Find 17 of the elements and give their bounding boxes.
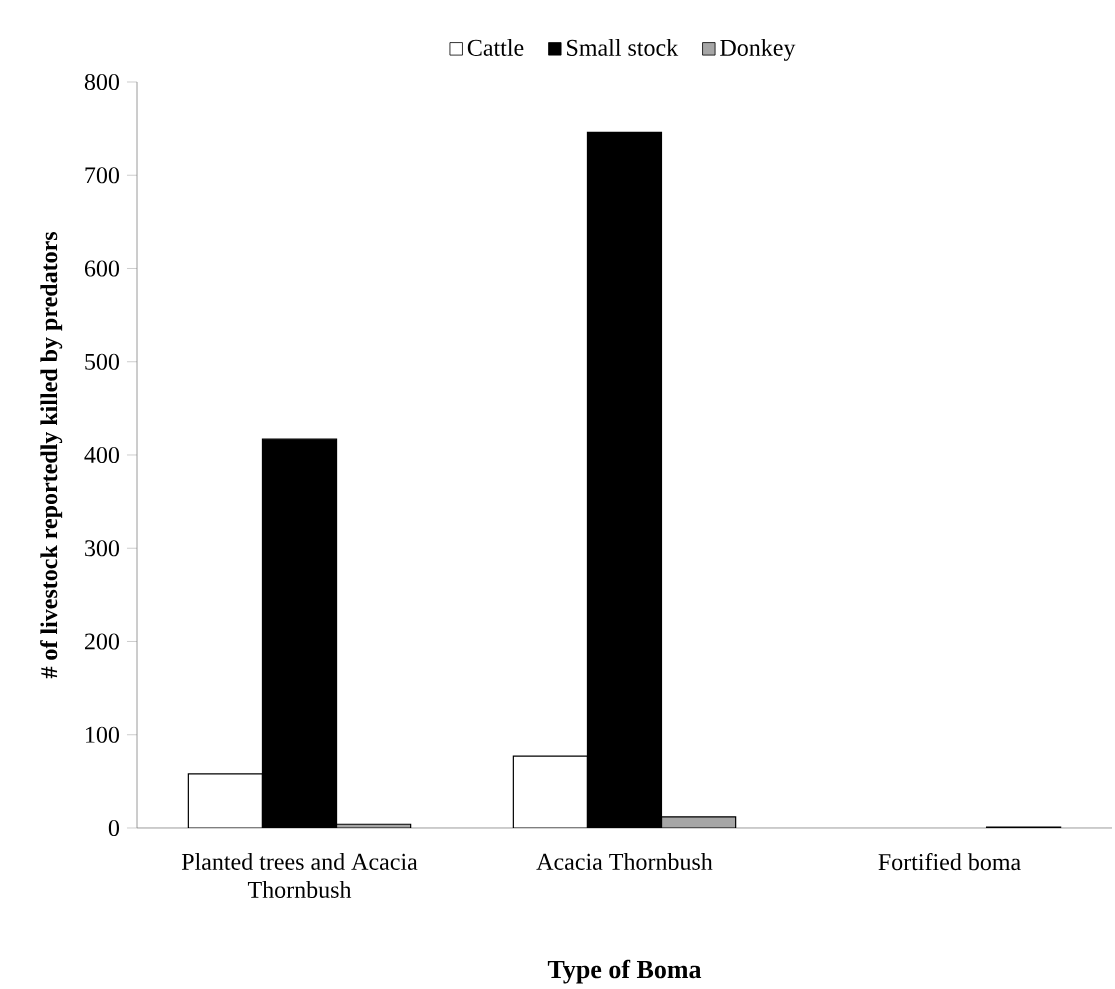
y-tick-label: 800 <box>84 73 120 91</box>
x-axis-title: Type of Boma <box>547 959 702 984</box>
y-tick-label: 600 <box>84 260 120 277</box>
y-tick-label: 400 <box>84 446 120 464</box>
legend-label: Cattle <box>467 39 524 56</box>
y-tick-label: 100 <box>86 726 120 743</box>
x-tick-label: Acacia Thornbush <box>536 853 713 870</box>
y-tick-label: 200 <box>85 633 120 650</box>
y-axis-title: # of livestock reportedly killed by predators <box>40 232 63 679</box>
x-tick-label: Planted trees and Acacia Thornbush <box>181 853 418 898</box>
y-tick-label: 700 <box>85 167 120 184</box>
y-tick-label: 0 <box>108 819 120 837</box>
legend-label: Donkey <box>720 39 796 61</box>
y-tick-label: 500 <box>85 353 120 370</box>
legend-label: Small stock <box>567 39 679 56</box>
x-tick-label: Fortified boma <box>878 853 1021 871</box>
y-tick-label: 300 <box>85 540 120 557</box>
